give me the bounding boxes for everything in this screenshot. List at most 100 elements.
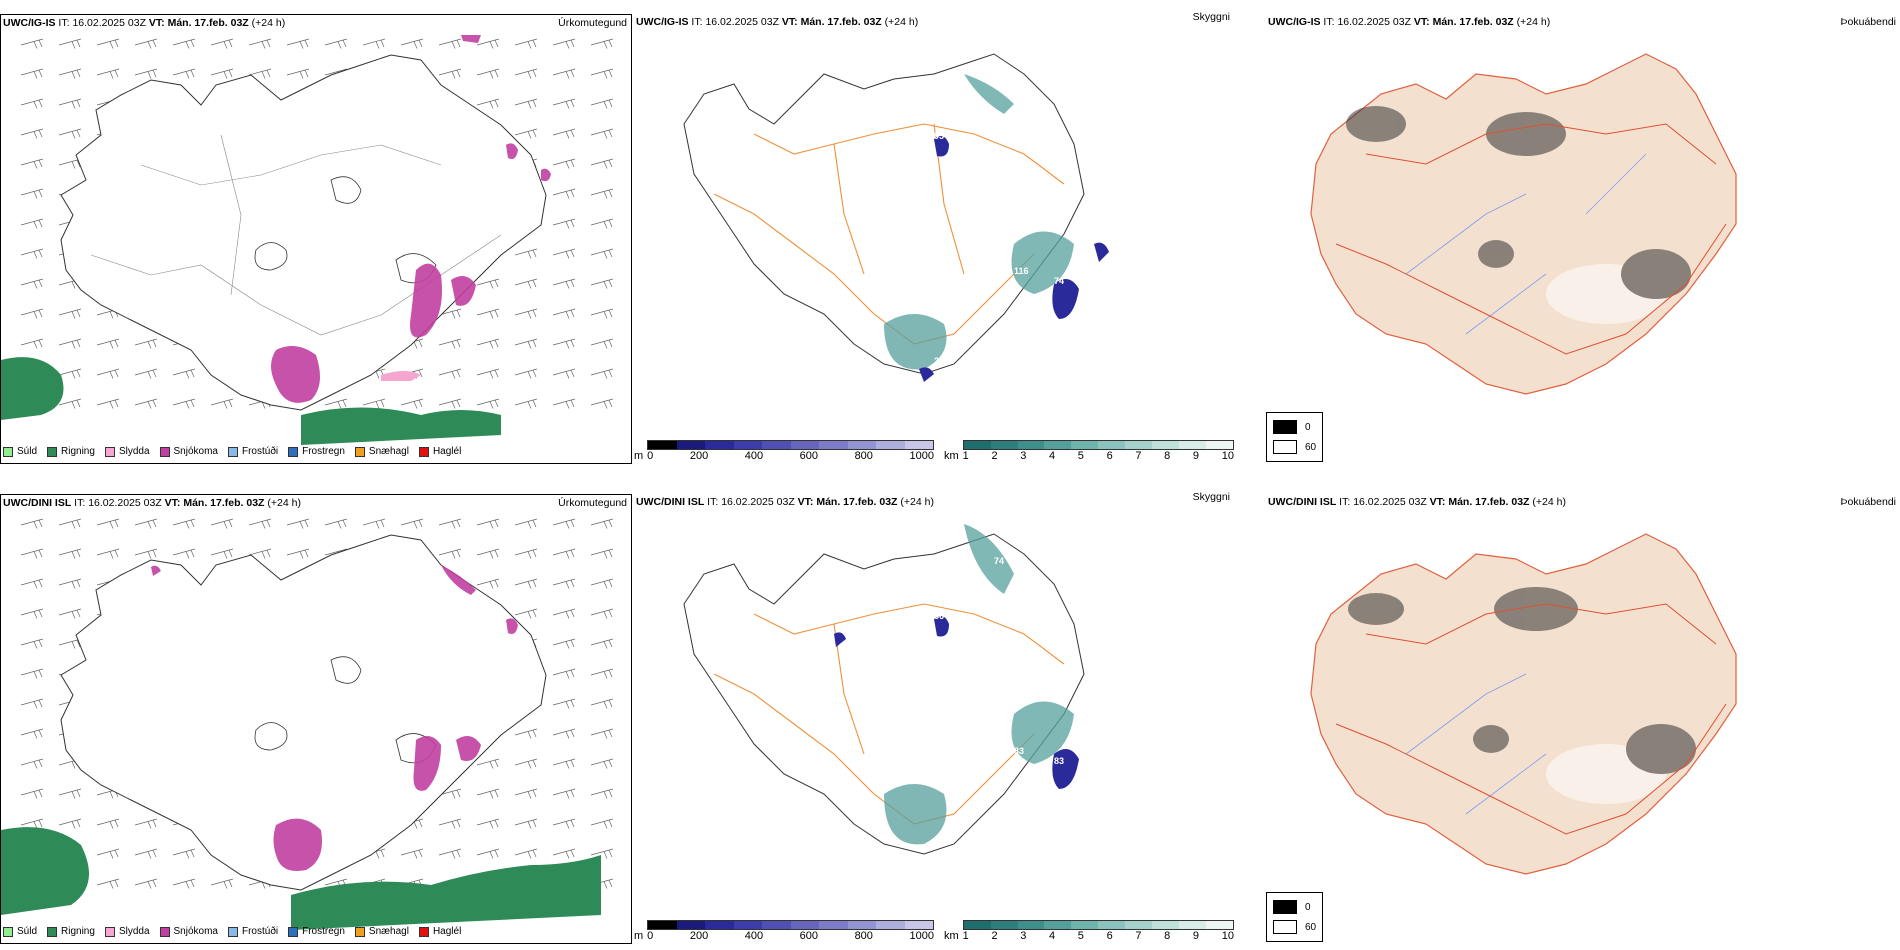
legend-item: Haglél — [418, 926, 461, 937]
legend-swatch — [354, 446, 365, 457]
wind-barb — [134, 338, 158, 349]
wind-barb — [20, 38, 44, 49]
visibility-value-label: 197 — [979, 371, 994, 381]
legend-swatch — [418, 446, 429, 457]
legend-item: Slydda — [104, 446, 150, 457]
wind-barb — [552, 848, 576, 859]
wind-barb — [552, 338, 576, 349]
wind-barb — [514, 518, 538, 529]
wind-barb — [438, 38, 462, 49]
wind-barb — [438, 338, 462, 349]
colorbar-tick-label: 2 — [991, 930, 998, 942]
low-visibility-areas — [884, 74, 1074, 370]
colorbar-tick-label: 1 — [962, 450, 969, 462]
fog-legend-row: 0 — [1273, 417, 1316, 437]
legend-swatch — [3, 926, 13, 937]
wind-barb — [400, 398, 424, 409]
visibility-value-label: 74 — [994, 556, 1004, 566]
wind-barb — [590, 98, 614, 109]
visibility-colorbar: km 1 2 3 4 5 6 7 8 9 10 — [944, 920, 1234, 942]
fog-legend-swatch — [1273, 900, 1297, 914]
cloudbase-ticks: 0 200 400 600 800 1000 — [647, 930, 934, 942]
wind-barb — [20, 248, 44, 259]
wind-barb — [514, 248, 538, 259]
colorbar-swatch — [876, 441, 905, 449]
visibility-value-label: 80 — [979, 851, 989, 861]
wind-barb — [248, 38, 272, 49]
wind-barb — [514, 578, 538, 589]
colorbar-tick-label: 1 — [962, 930, 969, 942]
wind-barb — [590, 548, 614, 559]
colorbar-swatch — [1152, 921, 1180, 929]
wind-barb — [172, 68, 196, 79]
sleet-areas — [381, 371, 421, 381]
wind-barb — [514, 98, 538, 109]
wind-barb — [20, 668, 44, 679]
visibility-value-label: 116 — [1014, 266, 1029, 276]
visibility-value-label: 59 — [964, 336, 974, 346]
colorbar-swatch — [1125, 921, 1153, 929]
wind-barb — [476, 578, 500, 589]
wind-barb — [552, 668, 576, 679]
legend-swatch — [227, 446, 238, 457]
wind-barb — [438, 548, 462, 559]
wind-barb — [590, 308, 614, 319]
wind-barb — [96, 518, 120, 529]
colorbar-swatch — [762, 441, 791, 449]
panel-header: UWC/DINI ISL IT: 16.02.2025 03Z VT: Mán.… — [636, 496, 934, 508]
cloudbase-scale: 0 200 400 600 800 1000 — [647, 920, 934, 942]
wind-barb — [210, 518, 234, 529]
colorbar-tick-label: 5 — [1077, 930, 1084, 942]
low-cloudbase-areas — [919, 135, 1109, 382]
legend-item: Frostúði — [227, 926, 278, 937]
wind-barb — [362, 518, 386, 529]
wind-barb — [20, 68, 44, 79]
visibility-ticks: 1 2 3 4 5 6 7 8 9 10 — [963, 450, 1234, 462]
wind-barb — [438, 818, 462, 829]
colorbar-swatch — [1125, 441, 1153, 449]
legend-swatch — [3, 446, 13, 457]
colorbar-swatch — [904, 441, 934, 449]
fog-shading — [1348, 587, 1696, 804]
wind-barb — [476, 98, 500, 109]
colorbar-swatch — [1098, 921, 1126, 929]
legend-swatch — [159, 446, 170, 457]
colorbar-tick-label: 2 — [991, 450, 998, 462]
fog-map — [1310, 533, 1737, 875]
visibility-value-label: 83 — [1014, 746, 1024, 756]
wind-barb — [58, 308, 82, 319]
visibility-value-label: 88 — [954, 656, 964, 666]
colorbar-tick-label: 400 — [744, 450, 764, 462]
colorbar-swatch — [904, 921, 934, 929]
wind-barb — [514, 38, 538, 49]
wind-barb — [590, 518, 614, 529]
wind-barb — [286, 548, 310, 559]
colorbar-tick-label: 7 — [1135, 930, 1142, 942]
visibility-value-label: 81 — [1094, 186, 1104, 196]
wind-barb — [476, 338, 500, 349]
precip-title: Úrkomutegund — [558, 17, 627, 29]
visibility-scale: 1 2 3 4 5 6 7 8 9 10 — [962, 920, 1234, 942]
visibility-value-label: 106 — [1074, 236, 1089, 246]
wind-barb — [590, 188, 614, 199]
wind-barb — [590, 158, 614, 169]
legend-item: Haglél — [418, 446, 461, 457]
snow-areas — [151, 565, 518, 871]
wind-barb — [590, 638, 614, 649]
wind-barb — [590, 788, 614, 799]
legend-item: Frostúði — [227, 446, 278, 457]
colorbar-tick-label: 8 — [1164, 930, 1171, 942]
legend-item: Súld — [3, 926, 37, 937]
wind-barb — [476, 38, 500, 49]
colorbar-swatch — [1017, 921, 1045, 929]
legend-swatch — [418, 926, 429, 937]
wind-barb — [96, 818, 120, 829]
wind-barb — [590, 608, 614, 619]
wind-barb — [210, 398, 234, 409]
legend-swatch — [354, 926, 365, 937]
precip-legend: Súld Rigning Slydda Snjókoma Frostúði Fr… — [3, 446, 461, 457]
colorbar-tick-label: 600 — [799, 930, 819, 942]
wind-barb — [590, 368, 614, 379]
colorbar-swatch — [648, 441, 677, 449]
wind-barb — [514, 368, 538, 379]
